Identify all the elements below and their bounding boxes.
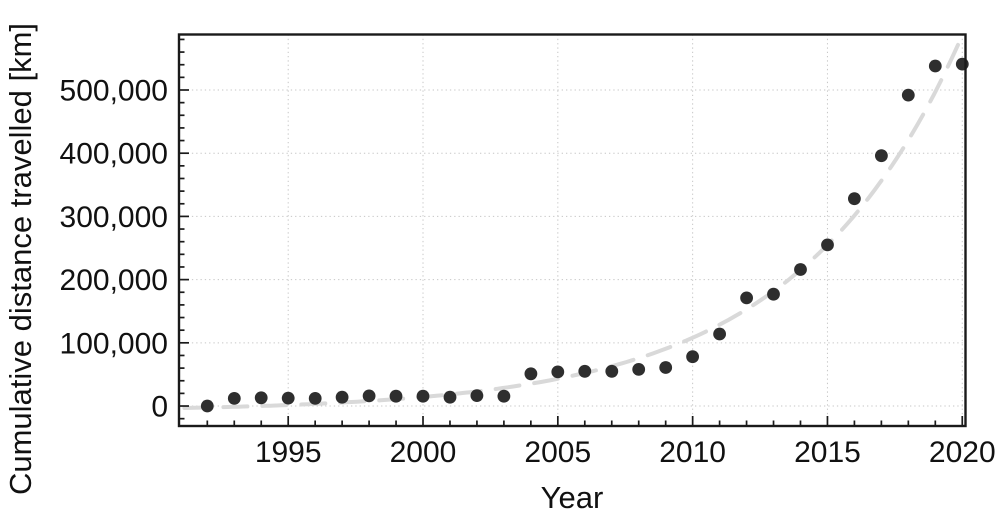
y-tick-labels: 0 100,000 200,000 300,000 400,000 500,000 (60, 75, 168, 424)
data-point-2006 (578, 364, 592, 378)
y-tick-label: 100,000 (60, 327, 168, 360)
data-point-1993 (227, 392, 241, 405)
data-point-2013 (767, 287, 780, 301)
data-point-1996 (308, 392, 322, 405)
x-tick-label: 2020 (929, 436, 996, 469)
data-point-2014 (794, 263, 807, 276)
data-point-2010 (686, 350, 699, 364)
data-point-2020 (955, 57, 969, 71)
data-point-2018 (901, 88, 915, 102)
y-tick-label: 0 (151, 391, 168, 424)
x-tick-label: 1995 (255, 436, 322, 469)
data-point-2007 (605, 364, 619, 378)
y-tick-label: 300,000 (60, 201, 168, 234)
data-point-2009 (659, 361, 673, 374)
scatter-points (200, 57, 969, 413)
data-point-2001 (443, 390, 457, 404)
trend-path (182, 36, 963, 410)
data-point-2003 (497, 389, 511, 403)
y-tick-label: 200,000 (60, 264, 168, 297)
data-point-2016 (848, 192, 861, 206)
data-point-2002 (470, 389, 484, 402)
y-tick-label: 500,000 (60, 75, 168, 108)
data-point-1999 (389, 389, 403, 403)
x-tick-label: 2005 (524, 436, 591, 469)
x-tick-labels: 1995 2000 2005 2010 2015 2020 (255, 436, 996, 469)
gridlines (179, 34, 966, 426)
data-point-2019 (928, 59, 942, 73)
trend-line (182, 36, 963, 410)
x-axis-label: Year (541, 480, 604, 515)
data-point-1994 (254, 391, 268, 405)
data-point-1995 (281, 391, 295, 405)
data-point-2008 (632, 363, 646, 376)
x-tick-label: 2015 (794, 436, 861, 469)
data-point-2004 (524, 367, 538, 381)
data-point-2011 (713, 327, 726, 341)
data-point-1998 (362, 389, 376, 403)
data-point-2005 (551, 365, 565, 379)
y-tick-label: 400,000 (60, 138, 168, 171)
data-point-2015 (821, 238, 834, 252)
data-point-1997 (335, 390, 349, 404)
axis-ticks (179, 38, 964, 426)
x-tick-label: 2010 (659, 436, 726, 469)
plot-frame (177, 33, 967, 428)
y-axis-label: Cumulative distance travelled [km] (3, 23, 38, 495)
data-point-1992 (200, 399, 214, 413)
data-point-2017 (875, 149, 888, 163)
data-point-2000 (416, 389, 430, 403)
x-tick-label: 2000 (390, 436, 457, 469)
data-point-2012 (740, 291, 753, 305)
